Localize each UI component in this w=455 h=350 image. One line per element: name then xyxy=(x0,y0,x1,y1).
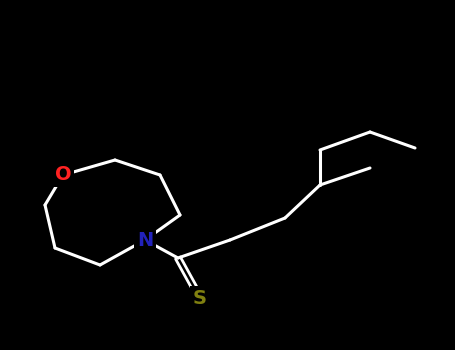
Text: O: O xyxy=(55,166,71,184)
Text: S: S xyxy=(193,288,207,308)
Text: N: N xyxy=(137,231,153,250)
